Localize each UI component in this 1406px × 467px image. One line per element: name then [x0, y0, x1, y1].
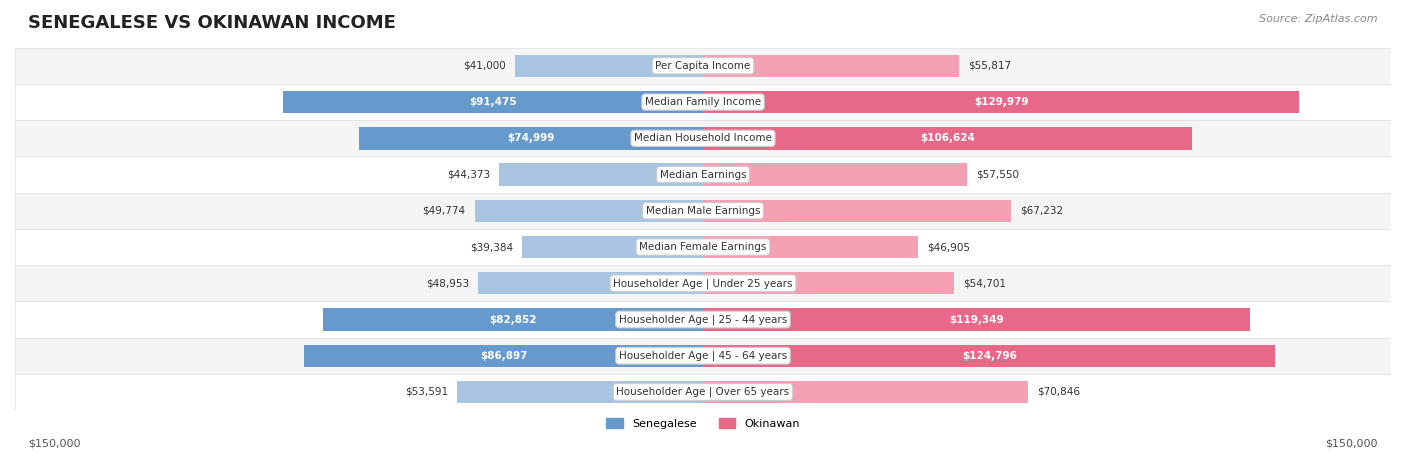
Bar — [305, 345, 703, 367]
Bar — [703, 199, 1011, 222]
Text: $106,624: $106,624 — [920, 133, 974, 143]
Text: $129,979: $129,979 — [974, 97, 1028, 107]
Text: $53,591: $53,591 — [405, 387, 449, 397]
Text: $150,000: $150,000 — [28, 439, 80, 448]
Bar — [359, 127, 703, 149]
Text: $41,000: $41,000 — [463, 61, 506, 71]
Bar — [15, 120, 1391, 156]
Bar — [703, 345, 1275, 367]
Bar — [703, 381, 1028, 403]
Text: Householder Age | 25 - 44 years: Householder Age | 25 - 44 years — [619, 314, 787, 325]
Bar — [15, 301, 1391, 338]
Text: $91,475: $91,475 — [470, 97, 517, 107]
Text: Per Capita Income: Per Capita Income — [655, 61, 751, 71]
Bar — [15, 229, 1391, 265]
Text: $54,701: $54,701 — [963, 278, 1007, 288]
Text: $67,232: $67,232 — [1021, 206, 1064, 216]
Text: $57,550: $57,550 — [976, 170, 1019, 179]
Text: Householder Age | Under 25 years: Householder Age | Under 25 years — [613, 278, 793, 289]
Text: Median Household Income: Median Household Income — [634, 133, 772, 143]
Bar — [703, 236, 918, 258]
Bar — [15, 265, 1391, 301]
Text: Householder Age | 45 - 64 years: Householder Age | 45 - 64 years — [619, 351, 787, 361]
Text: Source: ZipAtlas.com: Source: ZipAtlas.com — [1260, 14, 1378, 24]
Bar — [284, 91, 703, 113]
Bar — [703, 127, 1192, 149]
Bar — [499, 163, 703, 186]
Text: $44,373: $44,373 — [447, 170, 491, 179]
Text: $86,897: $86,897 — [479, 351, 527, 361]
Bar — [15, 84, 1391, 120]
Text: $39,384: $39,384 — [470, 242, 513, 252]
Legend: Senegalese, Okinawan: Senegalese, Okinawan — [602, 414, 804, 433]
Text: $48,953: $48,953 — [426, 278, 470, 288]
Bar — [515, 55, 703, 77]
Text: $119,349: $119,349 — [949, 314, 1004, 325]
Bar — [703, 272, 953, 295]
Bar — [478, 272, 703, 295]
Bar — [15, 48, 1391, 84]
Text: Median Earnings: Median Earnings — [659, 170, 747, 179]
Bar — [457, 381, 703, 403]
Text: $74,999: $74,999 — [508, 133, 555, 143]
Text: $124,796: $124,796 — [962, 351, 1017, 361]
Bar — [523, 236, 703, 258]
Text: $82,852: $82,852 — [489, 314, 537, 325]
Bar — [703, 55, 959, 77]
Text: $49,774: $49,774 — [422, 206, 465, 216]
Bar — [15, 374, 1391, 410]
Bar — [15, 193, 1391, 229]
Bar — [15, 156, 1391, 193]
Bar — [703, 91, 1299, 113]
Text: $150,000: $150,000 — [1326, 439, 1378, 448]
Bar — [703, 163, 967, 186]
Text: Median Female Earnings: Median Female Earnings — [640, 242, 766, 252]
Bar — [15, 338, 1391, 374]
Bar — [475, 199, 703, 222]
Text: Median Male Earnings: Median Male Earnings — [645, 206, 761, 216]
Text: $55,817: $55,817 — [969, 61, 1011, 71]
Bar — [703, 308, 1250, 331]
Text: $46,905: $46,905 — [928, 242, 970, 252]
Text: $70,846: $70,846 — [1038, 387, 1080, 397]
Bar — [323, 308, 703, 331]
Text: Householder Age | Over 65 years: Householder Age | Over 65 years — [616, 387, 790, 397]
Text: SENEGALESE VS OKINAWAN INCOME: SENEGALESE VS OKINAWAN INCOME — [28, 14, 396, 32]
Text: Median Family Income: Median Family Income — [645, 97, 761, 107]
